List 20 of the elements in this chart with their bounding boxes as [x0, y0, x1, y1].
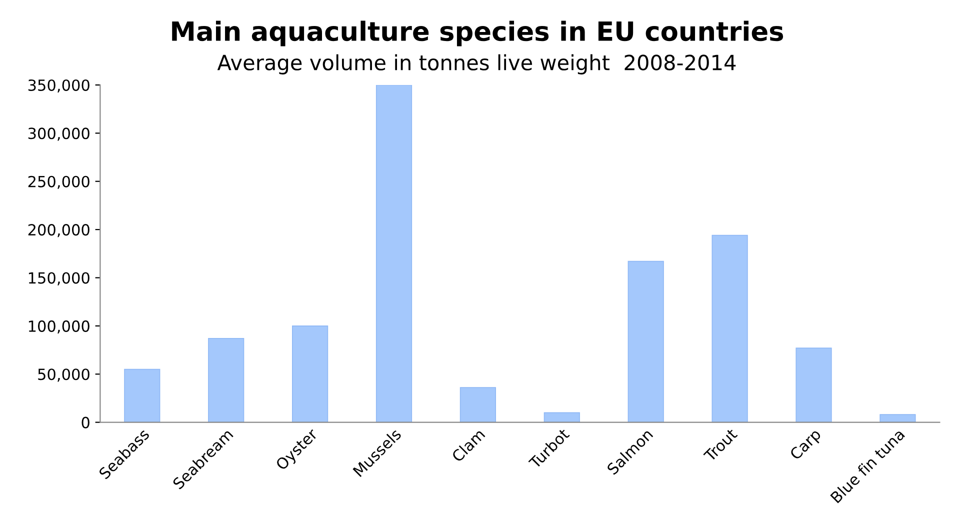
bar	[712, 234, 748, 422]
bar	[628, 260, 664, 422]
bar	[796, 348, 832, 422]
y-tick-label: 300,000	[28, 128, 90, 141]
y-tick-label: 100,000	[28, 320, 90, 334]
bar	[208, 338, 244, 422]
y-tick-label: 350,000	[28, 79, 90, 93]
bar	[460, 387, 496, 422]
y-tick-label: 150,000	[28, 272, 90, 286]
y-tick-label: 250,000	[28, 176, 90, 189]
bar	[376, 84, 412, 422]
bar	[880, 414, 916, 422]
bar	[124, 368, 160, 422]
y-tick-label: 0	[82, 416, 90, 428]
y-tick-label: 200,000	[28, 224, 90, 238]
chart-subtitle: Average volume in tonnes live weight 2008-2014	[217, 54, 736, 74]
chart-title: Main aquaculture species in EU countries	[172, 20, 784, 46]
bar	[544, 412, 580, 422]
y-tick-label: 50,000	[38, 368, 90, 382]
bar	[292, 326, 328, 422]
